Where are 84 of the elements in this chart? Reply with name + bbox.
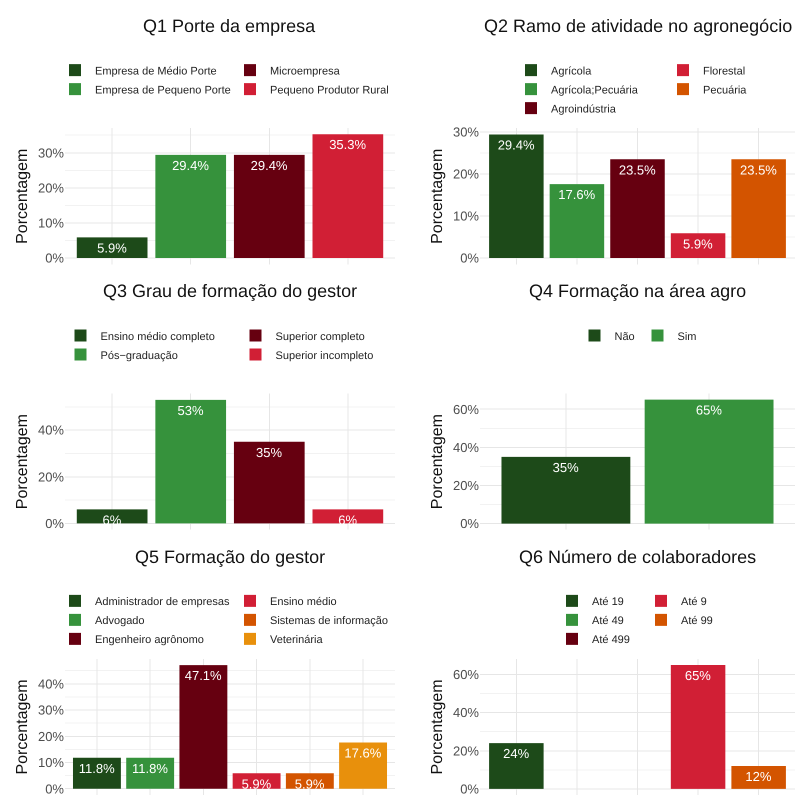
data-label: 53% <box>177 402 204 418</box>
legend-label: Agrícola;Pecuária <box>551 84 639 96</box>
legend-label: Ensino médio <box>270 596 337 608</box>
legend-label: Veterinária <box>270 634 324 646</box>
data-label: 5.9% <box>97 240 128 256</box>
y-tick-label: 60% <box>452 667 480 682</box>
y-tick-label: 20% <box>38 180 64 196</box>
legend-label: Até 499 <box>592 634 630 646</box>
y-tick-label: 20% <box>452 478 480 494</box>
y-tick-label: 20% <box>452 166 480 182</box>
legend-label: Engenheiro agrônomo <box>95 634 204 646</box>
y-tick-label: 0% <box>45 781 64 796</box>
legend-label: Florestal <box>703 65 746 78</box>
legend-label: Agrícola <box>551 65 592 78</box>
y-tick-label: 30% <box>38 702 64 718</box>
data-label: 12% <box>745 769 772 784</box>
data-label: 29.4% <box>172 158 210 173</box>
y-tick-label: 10% <box>38 216 64 231</box>
legend-label: Pequeno Produtor Rural <box>270 84 389 96</box>
data-label: 29.4% <box>498 138 535 153</box>
y-tick-label: 40% <box>38 422 64 438</box>
data-label: 35% <box>256 444 283 460</box>
y-axis-title: Porcentagem <box>14 679 31 775</box>
legend-label: Agroindústria <box>551 103 617 116</box>
data-label: 35% <box>552 460 580 475</box>
data-label: 47.1% <box>184 668 222 684</box>
data-label: 17.6% <box>344 746 382 761</box>
y-tick-label: 30% <box>452 124 480 140</box>
legend-label: Não <box>614 330 635 343</box>
y-tick-label: 0% <box>460 250 480 266</box>
legend-label: Até 49 <box>592 615 624 628</box>
chart-title: Q1 Porte da empresa <box>143 16 316 36</box>
y-tick-label: 10% <box>452 208 480 224</box>
legend-label: Microempresa <box>270 65 341 78</box>
data-label: 24% <box>503 746 530 762</box>
y-tick-label: 0% <box>45 250 64 266</box>
y-tick-label: 40% <box>452 440 480 455</box>
data-label: 5.9% <box>294 776 325 792</box>
legend-label: Superior incompleto <box>276 350 374 362</box>
legend-label: Até 19 <box>592 596 624 608</box>
legend-label: Pós−graduação <box>100 350 178 362</box>
legend-label: Administrador de empresas <box>95 596 230 608</box>
legend-label: Pecuária <box>703 84 748 96</box>
y-tick-label: 10% <box>38 755 64 770</box>
legend-label: Empresa de Médio Porte <box>95 65 217 78</box>
data-label: 65% <box>696 402 722 418</box>
legend-label: Advogado <box>95 615 145 628</box>
y-tick-label: 30% <box>38 145 64 160</box>
y-tick-label: 0% <box>460 781 480 796</box>
data-label: 17.6% <box>558 187 596 202</box>
data-label: 23.5% <box>618 162 656 178</box>
y-axis-title: Porcentagem <box>14 148 31 244</box>
y-tick-label: 60% <box>452 402 480 417</box>
data-label: 11.8% <box>132 760 168 776</box>
y-tick-label: 40% <box>452 705 480 720</box>
y-tick-label: 0% <box>45 516 64 531</box>
legend-label: Empresa de Pequeno Porte <box>95 84 231 96</box>
data-label: 35.3% <box>329 137 367 152</box>
data-label: 5.9% <box>242 776 272 792</box>
legend-label: Até 99 <box>681 615 713 628</box>
legend-label: Até 9 <box>681 596 707 608</box>
data-label: 11.8% <box>78 760 116 776</box>
chart-title: Q6 Número de colaboradores <box>519 547 756 567</box>
data-label: 23.5% <box>740 162 778 178</box>
legend-label: Ensino médio completo <box>100 330 215 343</box>
y-axis-title: Porcentagem <box>428 414 446 510</box>
data-label: 29.4% <box>250 158 288 173</box>
data-label: 65% <box>684 668 712 683</box>
chart-title: Q5 Formação do gestor <box>135 547 326 567</box>
legend-label: Sistemas de informação <box>270 615 388 628</box>
legend-label: Sim <box>678 330 696 343</box>
y-tick-label: 20% <box>452 743 480 758</box>
y-tick-label: 0% <box>460 516 480 532</box>
data-label: 5.9% <box>683 236 714 252</box>
chart-title: Q3 Grau de formação do gestor <box>103 281 358 301</box>
y-tick-label: 40% <box>38 676 64 692</box>
y-tick-label: 20% <box>38 728 64 744</box>
legend-label: Superior completo <box>276 330 365 343</box>
y-tick-label: 20% <box>38 469 64 484</box>
chart-title: Q4 Formação na área agro <box>529 281 746 301</box>
chart-title: Q2 Ramo de atividade no agronegócio <box>484 16 792 36</box>
y-axis-title: Porcentagem <box>14 414 31 510</box>
y-axis-title: Porcentagem <box>428 679 446 775</box>
y-axis-title: Porcentagem <box>428 148 446 244</box>
